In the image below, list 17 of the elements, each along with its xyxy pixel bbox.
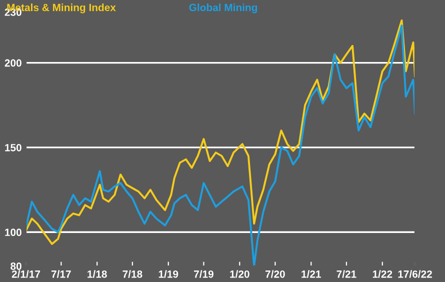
y-tick-label: 80 xyxy=(10,262,22,270)
x-tick-label: 7/19 xyxy=(194,270,214,278)
x-tick-label: 1/20 xyxy=(230,270,250,278)
x-tick-label: 7/20 xyxy=(265,270,285,278)
x-tick-label: 1/21 xyxy=(302,270,321,278)
x-tick-label: 17/6/22 xyxy=(398,270,432,278)
x-tick-label: 1/18 xyxy=(88,270,107,278)
x-tick-label: 2/1/17 xyxy=(12,270,40,278)
text: Global Mining xyxy=(189,4,258,14)
x-tick-label: 1/22 xyxy=(372,270,392,278)
x-tick-label: 7/18 xyxy=(122,270,142,278)
x-tick-label: 1/19 xyxy=(158,270,178,278)
y-tick-label: 200 xyxy=(4,59,22,67)
y-tick-label: 150 xyxy=(5,144,22,152)
x-tick-label: 7/17 xyxy=(51,270,71,278)
x-tick-label: 7/21 xyxy=(336,270,356,278)
y-tick-label: 100 xyxy=(5,228,22,236)
